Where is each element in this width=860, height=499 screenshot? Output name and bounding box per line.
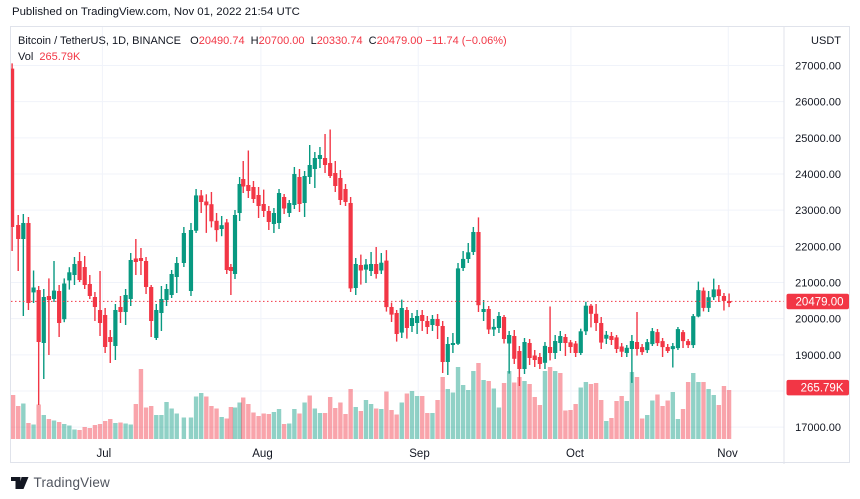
svg-text:27000.00: 27000.00 [795, 61, 841, 73]
svg-text:26000.00: 26000.00 [795, 97, 841, 109]
svg-text:Jul: Jul [96, 448, 111, 460]
svg-text:21000.00: 21000.00 [795, 278, 841, 290]
svg-text:23000.00: 23000.00 [795, 205, 841, 217]
svg-text:19000.00: 19000.00 [795, 350, 841, 362]
svg-text:265.79K: 265.79K [801, 383, 844, 395]
svg-text:25000.00: 25000.00 [795, 133, 841, 145]
svg-text:17000.00: 17000.00 [795, 422, 841, 434]
svg-text:22000.00: 22000.00 [795, 241, 841, 253]
svg-text:Nov: Nov [717, 448, 738, 460]
svg-text:20479.00: 20479.00 [796, 296, 844, 308]
svg-text:Sep: Sep [409, 448, 429, 460]
svg-text:24000.00: 24000.00 [795, 169, 841, 181]
svg-text:Aug: Aug [252, 448, 272, 460]
svg-text:20000.00: 20000.00 [795, 314, 841, 326]
svg-text:Oct: Oct [566, 448, 585, 460]
svg-text:USDT: USDT [811, 35, 841, 47]
